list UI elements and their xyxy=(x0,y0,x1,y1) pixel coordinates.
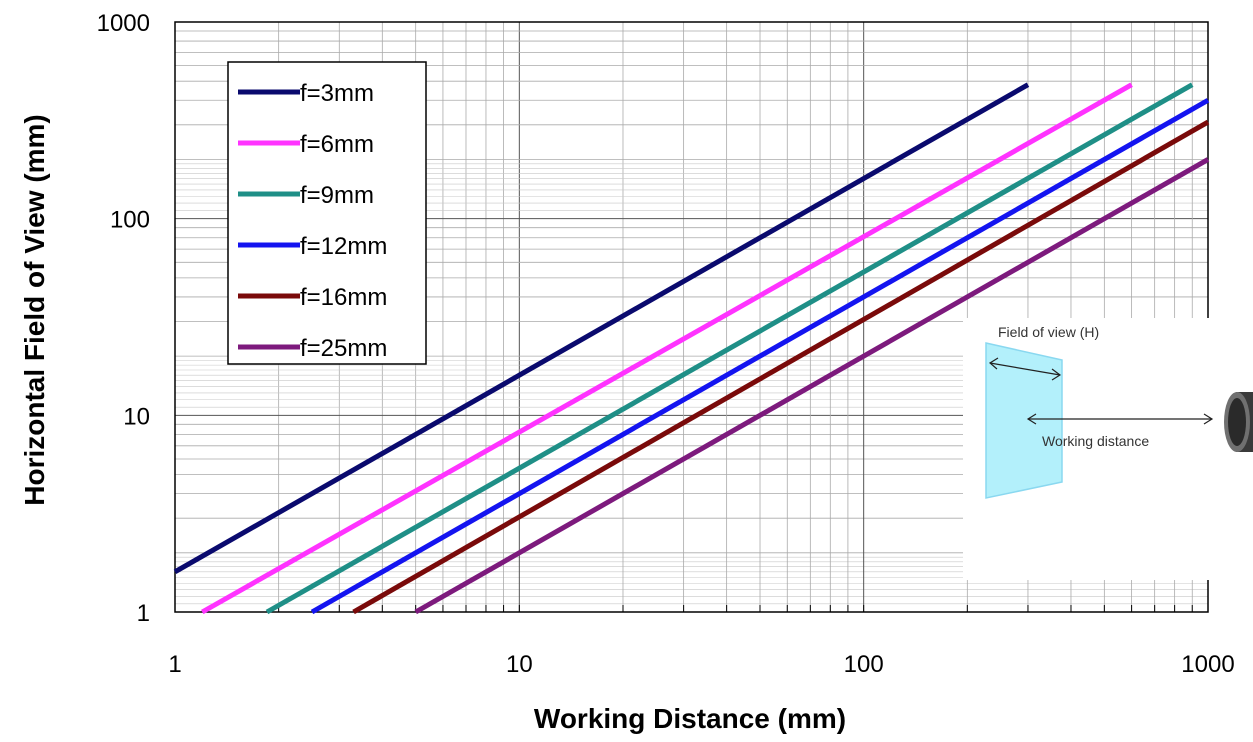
legend-label: f=25mm xyxy=(300,335,387,362)
y-tick-label: 10 xyxy=(123,403,150,430)
series-line-f-12mm xyxy=(310,98,1210,615)
legend: f=3mm f=6mm f=9mm f=12mm f=16mm f=25mm xyxy=(227,61,427,365)
series-line-f-25mm xyxy=(414,157,1210,615)
series-line-f-16mm xyxy=(352,119,1210,615)
x-tick-label: 1000 xyxy=(1181,651,1234,678)
wd-arrowhead-left xyxy=(1026,413,1037,425)
fov-plane xyxy=(985,342,1063,499)
series-line-f-3mm xyxy=(173,82,1030,575)
fov-label: Field of view (H) xyxy=(998,324,1099,340)
y-axis-title: Horizontal Field of View (mm) xyxy=(19,114,50,506)
fov-arrowhead-left xyxy=(988,357,999,370)
y-tick-label: 1 xyxy=(137,600,150,627)
axis-ticks: 1 10 100 1000 1 10 100 1000 xyxy=(97,10,1235,678)
x-tick-label: 10 xyxy=(506,651,533,678)
series-line-f-9mm xyxy=(265,82,1194,615)
legend-label: f=9mm xyxy=(300,182,374,209)
inset-diagram: Field of view (H) Working distance xyxy=(963,318,1253,580)
legend-label: f=6mm xyxy=(300,131,374,158)
series-lines xyxy=(173,82,1210,615)
legend-box xyxy=(227,61,427,365)
fov-arrowhead-right xyxy=(1051,368,1062,381)
legend-label: f=12mm xyxy=(300,233,387,260)
y-tick-label: 100 xyxy=(110,207,150,234)
legend-label: f=3mm xyxy=(300,80,374,107)
wd-arrowhead-right xyxy=(1203,413,1214,425)
series-line-f-6mm xyxy=(201,82,1133,615)
legend-label: f=16mm xyxy=(300,284,387,311)
y-tick-label: 1000 xyxy=(97,10,150,37)
x-tick-label: 100 xyxy=(844,651,884,678)
x-tick-label: 1 xyxy=(168,651,181,678)
plot-frame xyxy=(174,21,1209,613)
wd-label: Working distance xyxy=(1042,433,1149,449)
fov-arrow xyxy=(989,362,1061,376)
camera-lens-icon xyxy=(1224,392,1253,452)
x-axis-title: Working Distance (mm) xyxy=(534,703,846,734)
